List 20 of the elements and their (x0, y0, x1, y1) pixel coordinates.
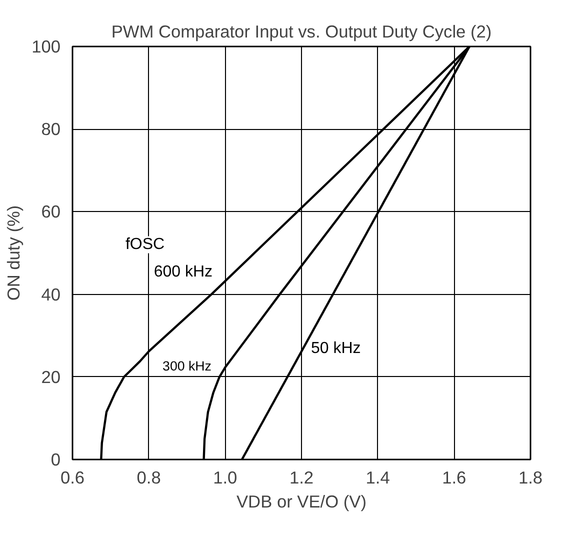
annotation: fOSC (125, 236, 165, 254)
x-axis-title: VDB or VE/O (V) (236, 492, 367, 512)
x-tick-label: 1.0 (213, 468, 238, 488)
series-label: 50 kHz (310, 340, 361, 357)
x-tick-label: 1.2 (289, 468, 314, 488)
x-tick-label: 1.8 (518, 468, 543, 488)
series-label: 600 kHz (154, 264, 213, 280)
y-tick-label: 20 (41, 366, 61, 387)
y-tick-label: 0 (50, 450, 61, 470)
x-tick-label: 1.6 (442, 468, 466, 488)
y-tick-label: 60 (41, 202, 61, 222)
chart-title: PWM Comparator Input vs. Output Duty Cycle (2) (111, 22, 492, 42)
y-tick-label: 80 (41, 119, 61, 140)
y-tick-label: 40 (41, 284, 61, 304)
x-tick-label: 1.4 (366, 468, 390, 488)
y-tick-label: 100 (32, 36, 61, 56)
x-tick-label: 0.6 (60, 468, 85, 488)
series-label: 300 kHz (162, 358, 212, 374)
y-axis-title: ON duty (%) (4, 205, 24, 301)
x-tick-label: 0.8 (136, 468, 161, 488)
